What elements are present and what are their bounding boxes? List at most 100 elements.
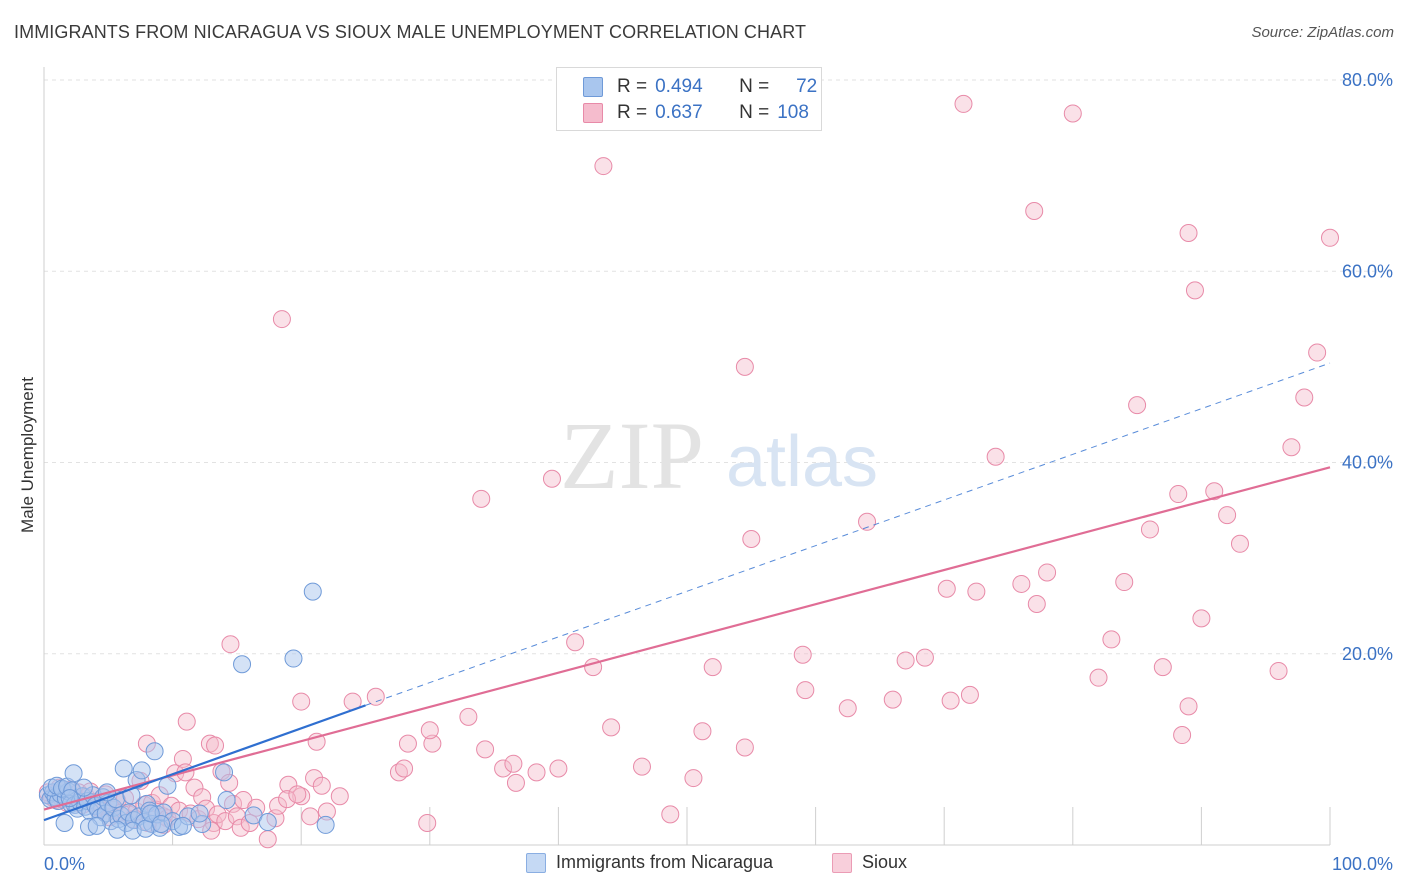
legend-row-nicaragua: R = 0.494 N = 72 — [583, 75, 817, 99]
legend-swatch-blue — [526, 852, 546, 873]
data-point-sioux — [967, 582, 986, 601]
data-point-sioux — [278, 790, 297, 809]
data-point-sioux — [1185, 281, 1204, 300]
data-point-sioux — [796, 681, 815, 700]
data-point-sioux — [1173, 726, 1192, 745]
data-point-nicaragua — [55, 814, 74, 833]
data-point-nicaragua — [233, 655, 252, 674]
data-point-sioux — [472, 489, 491, 508]
data-point-sioux — [1038, 563, 1057, 582]
data-point-nicaragua — [284, 649, 303, 668]
data-point-sioux — [941, 691, 960, 710]
data-point-sioux — [594, 157, 613, 176]
watermark-atlas: atlas — [726, 422, 878, 502]
legend-label-sioux: Sioux — [862, 852, 908, 872]
data-point-sioux — [459, 707, 478, 726]
data-point-nicaragua — [74, 778, 93, 797]
data-point-sioux — [896, 651, 915, 670]
data-point-sioux — [1321, 228, 1339, 247]
legend-item-sioux: Sioux — [832, 852, 907, 873]
x-tick-label: 100.0% — [1332, 854, 1393, 874]
data-point-sioux — [684, 769, 703, 788]
data-point-sioux — [504, 754, 523, 773]
data-point-sioux — [735, 357, 754, 376]
data-point-sioux — [258, 830, 277, 849]
data-point-sioux — [793, 645, 812, 664]
data-point-nicaragua — [64, 764, 83, 783]
series-legend: Immigrants from Nicaragua Sioux — [0, 852, 1406, 878]
data-point-sioux — [1295, 388, 1314, 407]
legend-r-value: 0.637 — [655, 102, 703, 123]
legend-item-nicaragua: Immigrants from Nicaragua — [526, 852, 773, 873]
legend-n-value: 72 — [796, 76, 818, 97]
data-point-sioux — [838, 699, 857, 718]
data-point-nicaragua — [190, 804, 209, 823]
data-point-nicaragua — [258, 813, 277, 832]
legend-swatch-pink — [583, 103, 603, 123]
data-point-sioux — [1269, 661, 1288, 680]
correlation-legend: R = 0.494 N = 72 R = 0.637 N = 108 — [556, 67, 822, 131]
data-point-sioux — [1102, 630, 1121, 649]
x-tick-label: 0.0% — [44, 854, 85, 874]
data-point-sioux — [915, 648, 934, 667]
trend-lines — [43, 362, 1331, 822]
data-point-sioux — [1063, 104, 1082, 123]
data-point-nicaragua — [108, 820, 127, 839]
legend-label-nicaragua: Immigrants from Nicaragua — [556, 852, 774, 872]
data-point-sioux — [272, 310, 291, 329]
data-point-sioux — [330, 787, 349, 806]
data-point-sioux — [292, 692, 311, 711]
data-point-sioux — [305, 769, 324, 788]
data-point-sioux — [1140, 520, 1159, 539]
data-point-sioux — [693, 722, 712, 741]
data-point-sioux — [1153, 658, 1172, 677]
data-point-nicaragua — [87, 816, 106, 835]
trend-line-sioux — [43, 466, 1331, 811]
data-point-sioux — [858, 512, 877, 531]
data-point-nicaragua — [145, 742, 164, 761]
data-point-sioux — [1115, 573, 1134, 592]
data-point-sioux — [208, 805, 227, 824]
data-point-sioux — [549, 759, 568, 778]
data-point-sioux — [742, 530, 761, 548]
data-point-sioux — [1179, 697, 1198, 716]
data-point-sioux — [1308, 343, 1327, 362]
legend-n-label: N = — [739, 102, 770, 123]
data-point-sioux — [177, 712, 196, 731]
data-point-sioux — [420, 721, 439, 740]
data-point-sioux — [542, 469, 561, 488]
data-point-sioux — [221, 635, 240, 654]
trend-line-nicaragua — [43, 704, 366, 822]
trend-line-nicaragua-extension — [365, 362, 1331, 706]
data-point-sioux — [602, 718, 621, 737]
data-point-sioux — [527, 763, 546, 782]
data-point-sioux — [1218, 506, 1237, 525]
data-point-sioux — [1012, 574, 1031, 593]
data-point-sioux — [231, 818, 250, 837]
data-point-sioux — [1128, 396, 1147, 415]
data-point-sioux — [206, 736, 225, 755]
legend-r-value: 0.494 — [655, 76, 703, 97]
data-point-sioux — [506, 773, 525, 792]
data-point-sioux — [1205, 482, 1224, 501]
data-point-sioux — [566, 633, 585, 652]
data-point-nicaragua — [303, 582, 322, 601]
data-point-nicaragua — [316, 815, 335, 834]
legend-swatch-blue — [583, 77, 603, 97]
data-point-sioux — [173, 749, 192, 768]
tick-labels: 20.0% 40.0% 60.0% 80.0% 0.0% 100.0% — [44, 70, 1393, 874]
data-point-sioux — [423, 734, 442, 753]
data-point-sioux — [986, 447, 1005, 466]
data-point-nicaragua — [136, 819, 155, 838]
data-point-sioux — [703, 658, 722, 677]
data-point-sioux — [1230, 534, 1249, 553]
data-point-nicaragua — [217, 791, 236, 810]
data-point-sioux — [1027, 595, 1046, 614]
data-point-sioux — [937, 579, 956, 598]
y-tick-label: 80.0% — [1342, 70, 1393, 90]
data-point-nicaragua — [114, 759, 133, 778]
data-point-sioux — [418, 814, 437, 833]
legend-r-label: R = — [617, 102, 648, 123]
data-point-nicaragua — [132, 761, 151, 780]
data-point-sioux — [883, 690, 902, 709]
